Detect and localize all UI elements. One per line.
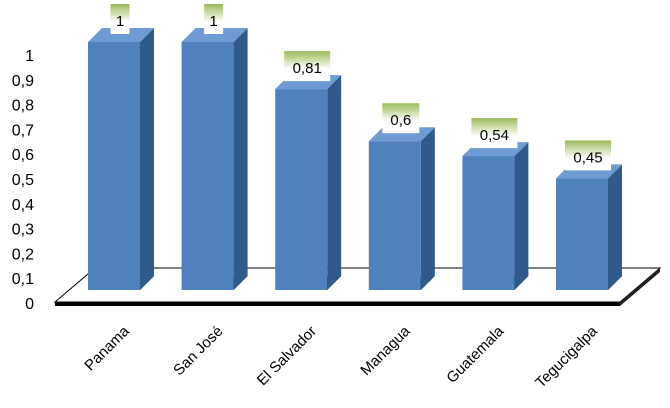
bar: 0,81 bbox=[275, 51, 342, 291]
y-tick-label: 0,9 bbox=[12, 73, 34, 90]
bar-side bbox=[327, 75, 342, 291]
bar-front bbox=[181, 42, 234, 290]
bar: 0,6 bbox=[368, 103, 435, 290]
data-label-box bbox=[110, 4, 130, 34]
data-label-box bbox=[204, 4, 224, 34]
y-tick-label: 0,6 bbox=[12, 147, 34, 164]
data-label-box bbox=[471, 118, 518, 149]
bar-front bbox=[275, 89, 328, 291]
bars: 1 1 0,81 0,6 0,54 0,45 bbox=[88, 4, 622, 291]
y-tick-label: 0,3 bbox=[12, 222, 34, 239]
y-tick-label: 0,8 bbox=[12, 98, 34, 115]
floor-front-edge bbox=[55, 302, 620, 306]
bar: 1 bbox=[181, 4, 248, 290]
bar-top bbox=[88, 28, 154, 42]
bar-top bbox=[181, 28, 248, 42]
y-tick-label: 0,7 bbox=[12, 122, 34, 139]
data-label-box bbox=[284, 51, 331, 82]
data-label-box bbox=[382, 103, 420, 134]
x-tick-label: Guatemala bbox=[443, 322, 507, 386]
x-tick-label: San José bbox=[170, 323, 226, 379]
bar: 0,45 bbox=[556, 140, 622, 290]
bar-front bbox=[462, 156, 515, 290]
data-label: 0,81 bbox=[293, 60, 322, 77]
x-tick-label: Tegucigalpa bbox=[532, 322, 601, 391]
data-label: 1 bbox=[116, 13, 124, 30]
data-label: 0,6 bbox=[390, 112, 411, 129]
bar: 1 bbox=[88, 4, 154, 290]
y-tick-label: 1 bbox=[25, 48, 34, 65]
x-tick-label: Panama bbox=[81, 322, 133, 374]
bar-side bbox=[233, 28, 248, 290]
y-tick-label: 0,4 bbox=[12, 197, 34, 214]
y-tick-label: 0 bbox=[25, 296, 34, 313]
bar-side bbox=[140, 28, 154, 290]
data-label-box bbox=[565, 140, 611, 171]
data-label: 0,45 bbox=[573, 149, 602, 166]
y-tick-label: 0,5 bbox=[12, 172, 34, 189]
bar: 0,54 bbox=[462, 118, 529, 290]
bar-side bbox=[608, 164, 622, 290]
bar-front bbox=[368, 141, 421, 290]
data-label: 1 bbox=[209, 13, 217, 30]
x-tick-label: Managua bbox=[357, 322, 414, 379]
data-label: 0,54 bbox=[480, 127, 509, 144]
x-axis: Panama San José El Salvador Managua Guatemal… bbox=[81, 322, 601, 391]
bar-front bbox=[556, 178, 608, 290]
floor-side-edge bbox=[620, 268, 660, 306]
y-tick-label: 0,1 bbox=[12, 271, 34, 288]
bar-front bbox=[88, 42, 140, 290]
bar-side bbox=[420, 127, 435, 290]
x-tick-label: El Salvador bbox=[254, 323, 320, 389]
y-tick-label: 0,2 bbox=[12, 246, 34, 263]
bar-side bbox=[514, 142, 529, 290]
y-axis: 0 0,1 0,2 0,3 0,4 0,5 0,6 0,7 0,8 0,9 1 bbox=[12, 48, 34, 313]
